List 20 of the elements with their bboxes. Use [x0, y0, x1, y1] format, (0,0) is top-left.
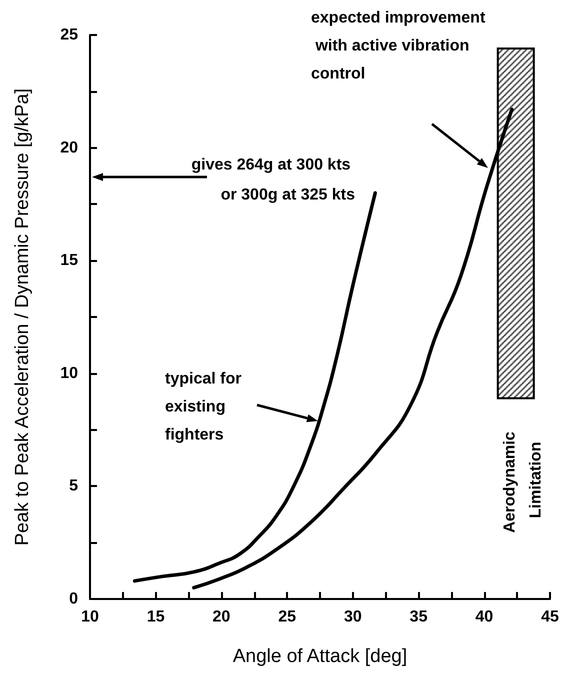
y-tick-label: 25 [60, 26, 78, 44]
x-tick-label: 20 [212, 608, 230, 626]
y-tick-label: 20 [60, 139, 78, 156]
x-tick-label: 10 [81, 608, 99, 626]
y-tick-label: 10 [60, 364, 78, 382]
annotation: expected improvement with active vibration control [311, 10, 486, 82]
x-axis-title: Angle of Attack [deg] [232, 646, 408, 667]
y-tick-label: 5 [69, 478, 78, 495]
y-tick-label: 15 [60, 252, 78, 270]
y-tick-label: 0 [69, 590, 78, 608]
x-tick-label: 15 [146, 608, 165, 626]
x-tick-label: 25 [278, 608, 296, 626]
x-tick-label: 35 [410, 608, 428, 626]
annotation: gives 264g at 300 kts or 300g at 325 kts [191, 156, 356, 204]
x-tick-label: 45 [541, 608, 559, 626]
annotation: Aerodynamic Limitation [502, 427, 544, 533]
x-tick-label: 30 [344, 608, 362, 626]
x-tick-label: 40 [475, 608, 494, 626]
y-axis-title: Peak to Peak Acceleration / Dynamic Pressure [g/kPa] [12, 88, 33, 546]
annotation: typical for existing fighters [165, 370, 246, 444]
